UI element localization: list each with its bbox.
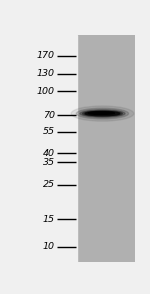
Text: 170: 170 xyxy=(37,51,55,60)
Text: 100: 100 xyxy=(37,87,55,96)
Text: 15: 15 xyxy=(43,215,55,224)
Ellipse shape xyxy=(91,112,109,113)
Text: 130: 130 xyxy=(37,69,55,78)
Ellipse shape xyxy=(80,110,125,118)
Ellipse shape xyxy=(88,112,114,114)
Bar xyxy=(77,35,135,262)
Ellipse shape xyxy=(71,106,134,121)
Text: 10: 10 xyxy=(43,242,55,251)
Ellipse shape xyxy=(76,108,129,119)
Text: 25: 25 xyxy=(43,180,55,189)
Ellipse shape xyxy=(85,111,120,116)
Text: 35: 35 xyxy=(43,158,55,167)
Text: 70: 70 xyxy=(43,111,55,120)
Text: 40: 40 xyxy=(43,149,55,158)
Bar xyxy=(19,35,77,262)
Ellipse shape xyxy=(82,111,123,116)
Text: 55: 55 xyxy=(43,127,55,136)
